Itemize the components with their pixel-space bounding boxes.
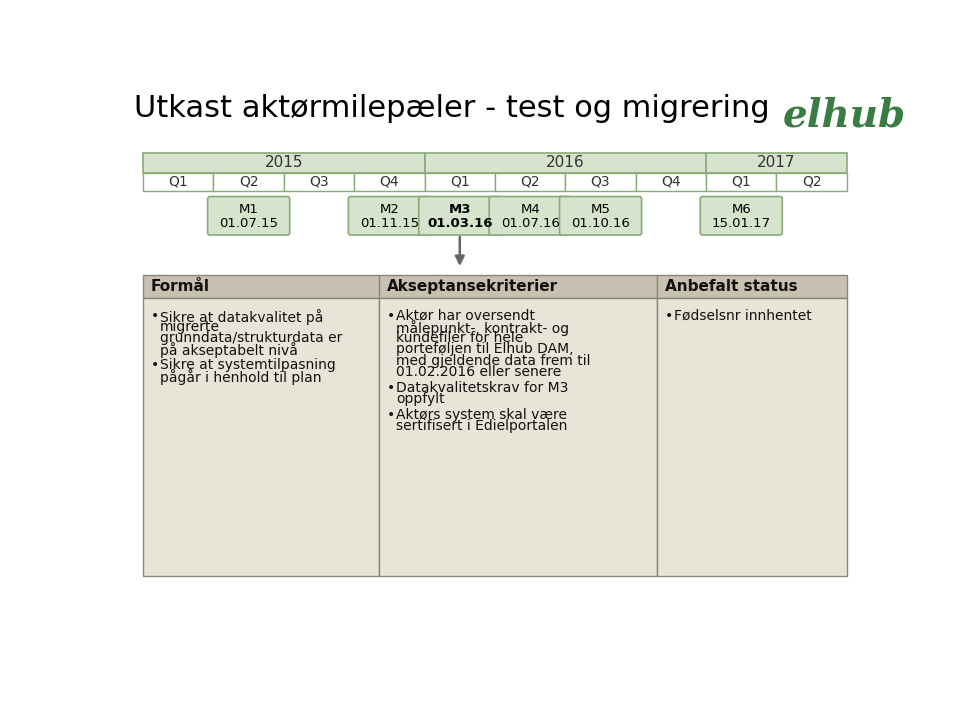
Text: Q1: Q1	[450, 175, 470, 189]
Bar	[379, 298, 657, 576]
Text: •: •	[386, 407, 395, 421]
FancyBboxPatch shape	[208, 196, 290, 235]
Bar	[425, 153, 706, 172]
Text: Q4: Q4	[380, 175, 399, 189]
FancyBboxPatch shape	[419, 196, 501, 235]
Text: Q2: Q2	[521, 175, 540, 189]
Text: •: •	[151, 358, 159, 372]
Bar	[284, 172, 354, 191]
Text: 01.10.16: 01.10.16	[572, 217, 630, 230]
Text: •: •	[386, 309, 395, 323]
Text: porteføljen til Elhub DAM,: porteføljen til Elhub DAM,	[396, 343, 573, 356]
Text: Sikre at datakvalitet på: Sikre at datakvalitet på	[160, 309, 323, 325]
Text: M4: M4	[521, 203, 540, 216]
Text: Aktør har oversendt: Aktør har oversendt	[396, 309, 535, 323]
Bar	[425, 172, 495, 191]
Text: M3: M3	[449, 203, 471, 216]
Text: 01.07.16: 01.07.16	[501, 217, 560, 230]
Text: migrerte: migrerte	[160, 320, 221, 334]
Text: oppfylt: oppfylt	[396, 392, 445, 406]
Text: Formål: Formål	[151, 279, 210, 294]
FancyBboxPatch shape	[348, 196, 431, 235]
Bar	[777, 172, 847, 191]
Text: 01.11.15: 01.11.15	[360, 217, 419, 230]
Text: Q4: Q4	[661, 175, 681, 189]
Bar	[214, 172, 284, 191]
Text: 2017: 2017	[758, 155, 796, 170]
Bar	[566, 172, 636, 191]
Text: 01.02.2016 eller senere: 01.02.2016 eller senere	[396, 365, 561, 379]
Text: Sikre at systemtilpasning: Sikre at systemtilpasning	[160, 358, 336, 372]
Text: Q3: Q3	[309, 175, 329, 189]
Text: Aktørs system skal være: Aktørs system skal være	[396, 407, 567, 421]
Bar	[495, 172, 566, 191]
Text: M2: M2	[380, 203, 399, 216]
Text: •: •	[151, 309, 159, 323]
Text: Q3: Q3	[591, 175, 610, 189]
Text: •: •	[665, 309, 673, 323]
Text: Utkast aktørmilepæler - test og migrering: Utkast aktørmilepæler - test og migrerin…	[134, 94, 769, 123]
Text: målepunkt-, kontrakt- og: målepunkt-, kontrakt- og	[396, 320, 569, 336]
Bar	[706, 153, 847, 172]
Text: Q1: Q1	[732, 175, 751, 189]
Text: Q2: Q2	[239, 175, 259, 189]
Text: •: •	[386, 381, 395, 395]
FancyBboxPatch shape	[700, 196, 783, 235]
Text: Fødselsnr innhentet: Fødselsnr innhentet	[674, 309, 811, 323]
Bar	[354, 172, 425, 191]
Bar	[636, 172, 706, 191]
Bar	[657, 275, 847, 298]
FancyBboxPatch shape	[489, 196, 572, 235]
Text: grunndata/strukturdata er: grunndata/strukturdata er	[160, 332, 342, 346]
Text: pågår i henhold til plan: pågår i henhold til plan	[160, 369, 321, 386]
Text: Q1: Q1	[169, 175, 188, 189]
FancyBboxPatch shape	[559, 196, 642, 235]
Text: med gjeldende data frem til: med gjeldende data frem til	[396, 353, 591, 367]
Text: Datakvalitetskrav for M3: Datakvalitetskrav for M3	[396, 381, 569, 395]
Text: 01.07.15: 01.07.15	[220, 217, 278, 230]
Bar	[379, 275, 657, 298]
Text: 15.01.17: 15.01.17	[712, 217, 771, 230]
Text: 2015: 2015	[265, 155, 303, 170]
Text: Q2: Q2	[802, 175, 822, 189]
Bar	[143, 172, 214, 191]
Text: M1: M1	[239, 203, 259, 216]
Text: sertifisert i Edielportalen: sertifisert i Edielportalen	[396, 418, 568, 433]
Bar	[657, 298, 847, 576]
Text: Akseptansekriterier: Akseptansekriterier	[386, 279, 558, 294]
Text: kundefiler for hele: kundefiler for hele	[396, 332, 524, 346]
Text: på akseptabelt nivå: på akseptabelt nivå	[160, 343, 298, 358]
Bar	[706, 172, 777, 191]
Text: 2016: 2016	[546, 155, 585, 170]
Text: Anbefalt status: Anbefalt status	[665, 279, 797, 294]
Bar	[143, 153, 425, 172]
Text: elhub: elhub	[783, 97, 905, 135]
Bar	[143, 298, 379, 576]
Text: M5: M5	[591, 203, 611, 216]
Text: M6: M6	[732, 203, 751, 216]
Bar	[143, 275, 379, 298]
Text: 01.03.16: 01.03.16	[427, 217, 493, 230]
